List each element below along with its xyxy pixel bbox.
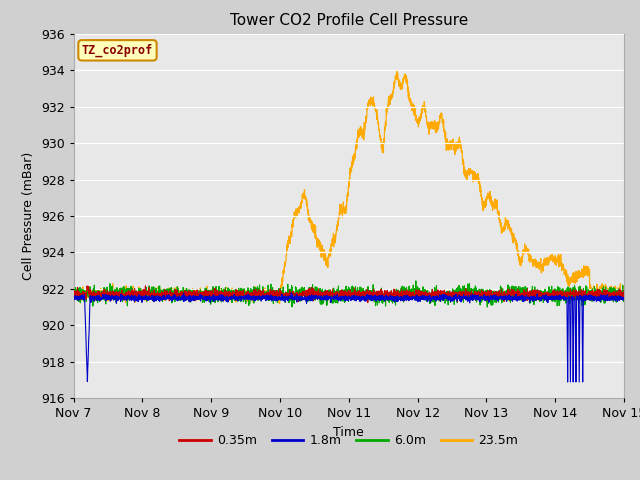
- Legend: 0.35m, 1.8m, 6.0m, 23.5m: 0.35m, 1.8m, 6.0m, 23.5m: [174, 429, 524, 452]
- Text: TZ_co2prof: TZ_co2prof: [82, 44, 153, 57]
- Y-axis label: Cell Pressure (mBar): Cell Pressure (mBar): [22, 152, 35, 280]
- Title: Tower CO2 Profile Cell Pressure: Tower CO2 Profile Cell Pressure: [230, 13, 468, 28]
- X-axis label: Time: Time: [333, 426, 364, 439]
